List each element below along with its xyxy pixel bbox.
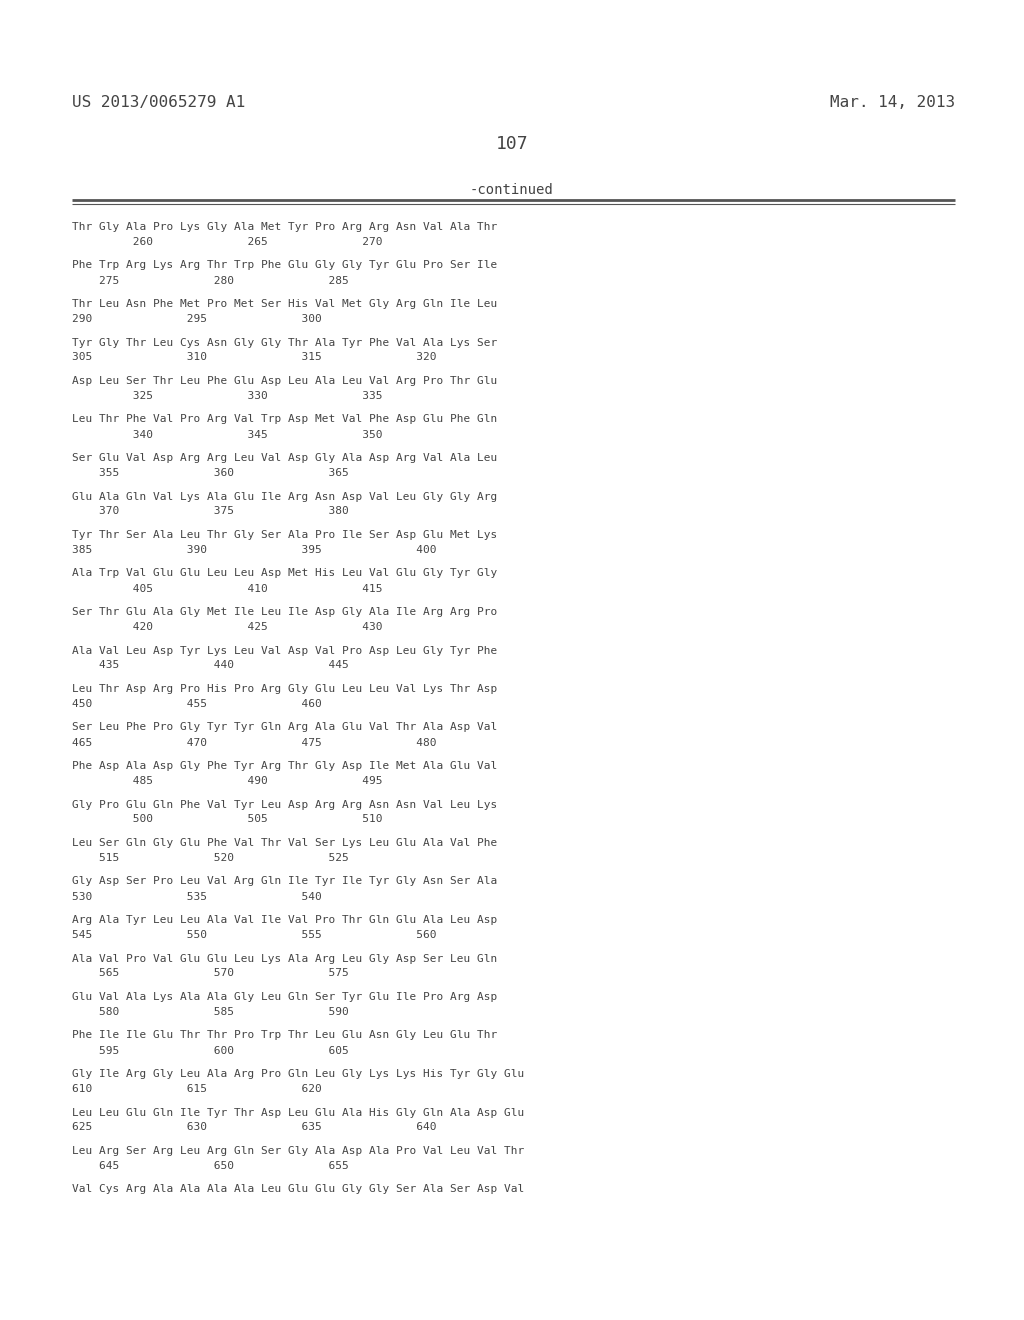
Text: Ser Leu Phe Pro Gly Tyr Tyr Gln Arg Ala Glu Val Thr Ala Asp Val: Ser Leu Phe Pro Gly Tyr Tyr Gln Arg Ala …	[72, 722, 498, 733]
Text: 450              455              460: 450 455 460	[72, 700, 322, 709]
Text: 500              505              510: 500 505 510	[72, 814, 383, 825]
Text: Leu Thr Asp Arg Pro His Pro Arg Gly Glu Leu Leu Val Lys Thr Asp: Leu Thr Asp Arg Pro His Pro Arg Gly Glu …	[72, 684, 498, 694]
Text: 385              390              395              400: 385 390 395 400	[72, 545, 436, 554]
Text: Leu Leu Glu Gln Ile Tyr Thr Asp Leu Glu Ala His Gly Gln Ala Asp Glu: Leu Leu Glu Gln Ile Tyr Thr Asp Leu Glu …	[72, 1107, 524, 1118]
Text: 530              535              540: 530 535 540	[72, 891, 322, 902]
Text: Arg Ala Tyr Leu Leu Ala Val Ile Val Pro Thr Gln Glu Ala Leu Asp: Arg Ala Tyr Leu Leu Ala Val Ile Val Pro …	[72, 915, 498, 925]
Text: Phe Asp Ala Asp Gly Phe Tyr Arg Thr Gly Asp Ile Met Ala Glu Val: Phe Asp Ala Asp Gly Phe Tyr Arg Thr Gly …	[72, 762, 498, 771]
Text: Thr Leu Asn Phe Met Pro Met Ser His Val Met Gly Arg Gln Ile Leu: Thr Leu Asn Phe Met Pro Met Ser His Val …	[72, 300, 498, 309]
Text: Phe Ile Ile Glu Thr Thr Pro Trp Thr Leu Glu Asn Gly Leu Glu Thr: Phe Ile Ile Glu Thr Thr Pro Trp Thr Leu …	[72, 1031, 498, 1040]
Text: 435              440              445: 435 440 445	[72, 660, 349, 671]
Text: 370              375              380: 370 375 380	[72, 507, 349, 516]
Text: 595              600              605: 595 600 605	[72, 1045, 349, 1056]
Text: 420              425              430: 420 425 430	[72, 622, 383, 632]
Text: Glu Val Ala Lys Ala Ala Gly Leu Gln Ser Tyr Glu Ile Pro Arg Asp: Glu Val Ala Lys Ala Ala Gly Leu Gln Ser …	[72, 993, 498, 1002]
Text: 580              585              590: 580 585 590	[72, 1007, 349, 1016]
Text: 405              410              415: 405 410 415	[72, 583, 383, 594]
Text: 305              310              315              320: 305 310 315 320	[72, 352, 436, 363]
Text: Phe Trp Arg Lys Arg Thr Trp Phe Glu Gly Gly Tyr Glu Pro Ser Ile: Phe Trp Arg Lys Arg Thr Trp Phe Glu Gly …	[72, 260, 498, 271]
Text: 625              630              635              640: 625 630 635 640	[72, 1122, 436, 1133]
Text: 290              295              300: 290 295 300	[72, 314, 322, 323]
Text: Leu Thr Phe Val Pro Arg Val Trp Asp Met Val Phe Asp Glu Phe Gln: Leu Thr Phe Val Pro Arg Val Trp Asp Met …	[72, 414, 498, 425]
Text: US 2013/0065279 A1: US 2013/0065279 A1	[72, 95, 246, 110]
Text: 325              330              335: 325 330 335	[72, 391, 383, 401]
Text: Ala Val Pro Val Glu Glu Leu Lys Ala Arg Leu Gly Asp Ser Leu Gln: Ala Val Pro Val Glu Glu Leu Lys Ala Arg …	[72, 953, 498, 964]
Text: Tyr Gly Thr Leu Cys Asn Gly Gly Thr Ala Tyr Phe Val Ala Lys Ser: Tyr Gly Thr Leu Cys Asn Gly Gly Thr Ala …	[72, 338, 498, 347]
Text: Asp Leu Ser Thr Leu Phe Glu Asp Leu Ala Leu Val Arg Pro Thr Glu: Asp Leu Ser Thr Leu Phe Glu Asp Leu Ala …	[72, 376, 498, 385]
Text: Ala Trp Val Glu Glu Leu Leu Asp Met His Leu Val Glu Gly Tyr Gly: Ala Trp Val Glu Glu Leu Leu Asp Met His …	[72, 569, 498, 578]
Text: -continued: -continued	[470, 183, 554, 197]
Text: Gly Pro Glu Gln Phe Val Tyr Leu Asp Arg Arg Asn Asn Val Leu Lys: Gly Pro Glu Gln Phe Val Tyr Leu Asp Arg …	[72, 800, 498, 809]
Text: 545              550              555              560: 545 550 555 560	[72, 931, 436, 940]
Text: Mar. 14, 2013: Mar. 14, 2013	[829, 95, 955, 110]
Text: 465              470              475              480: 465 470 475 480	[72, 738, 436, 747]
Text: 340              345              350: 340 345 350	[72, 429, 383, 440]
Text: 275              280              285: 275 280 285	[72, 276, 349, 285]
Text: 485              490              495: 485 490 495	[72, 776, 383, 785]
Text: 355              360              365: 355 360 365	[72, 469, 349, 478]
Text: Ser Glu Val Asp Arg Arg Leu Val Asp Gly Ala Asp Arg Val Ala Leu: Ser Glu Val Asp Arg Arg Leu Val Asp Gly …	[72, 453, 498, 463]
Text: 260              265              270: 260 265 270	[72, 238, 383, 247]
Text: Glu Ala Gln Val Lys Ala Glu Ile Arg Asn Asp Val Leu Gly Gly Arg: Glu Ala Gln Val Lys Ala Glu Ile Arg Asn …	[72, 491, 498, 502]
Text: 645              650              655: 645 650 655	[72, 1162, 349, 1171]
Text: Gly Ile Arg Gly Leu Ala Arg Pro Gln Leu Gly Lys Lys His Tyr Gly Glu: Gly Ile Arg Gly Leu Ala Arg Pro Gln Leu …	[72, 1069, 524, 1078]
Text: 565              570              575: 565 570 575	[72, 969, 349, 978]
Text: Ala Val Leu Asp Tyr Lys Leu Val Asp Val Pro Asp Leu Gly Tyr Phe: Ala Val Leu Asp Tyr Lys Leu Val Asp Val …	[72, 645, 498, 656]
Text: 610              615              620: 610 615 620	[72, 1084, 322, 1094]
Text: Leu Arg Ser Arg Leu Arg Gln Ser Gly Ala Asp Ala Pro Val Leu Val Thr: Leu Arg Ser Arg Leu Arg Gln Ser Gly Ala …	[72, 1146, 524, 1156]
Text: Tyr Thr Ser Ala Leu Thr Gly Ser Ala Pro Ile Ser Asp Glu Met Lys: Tyr Thr Ser Ala Leu Thr Gly Ser Ala Pro …	[72, 531, 498, 540]
Text: Leu Ser Gln Gly Glu Phe Val Thr Val Ser Lys Leu Glu Ala Val Phe: Leu Ser Gln Gly Glu Phe Val Thr Val Ser …	[72, 838, 498, 847]
Text: 515              520              525: 515 520 525	[72, 853, 349, 863]
Text: Ser Thr Glu Ala Gly Met Ile Leu Ile Asp Gly Ala Ile Arg Arg Pro: Ser Thr Glu Ala Gly Met Ile Leu Ile Asp …	[72, 607, 498, 616]
Text: 107: 107	[496, 135, 528, 153]
Text: Thr Gly Ala Pro Lys Gly Ala Met Tyr Pro Arg Arg Asn Val Ala Thr: Thr Gly Ala Pro Lys Gly Ala Met Tyr Pro …	[72, 222, 498, 232]
Text: Val Cys Arg Ala Ala Ala Ala Leu Glu Glu Gly Gly Ser Ala Ser Asp Val: Val Cys Arg Ala Ala Ala Ala Leu Glu Glu …	[72, 1184, 524, 1195]
Text: Gly Asp Ser Pro Leu Val Arg Gln Ile Tyr Ile Tyr Gly Asn Ser Ala: Gly Asp Ser Pro Leu Val Arg Gln Ile Tyr …	[72, 876, 498, 887]
